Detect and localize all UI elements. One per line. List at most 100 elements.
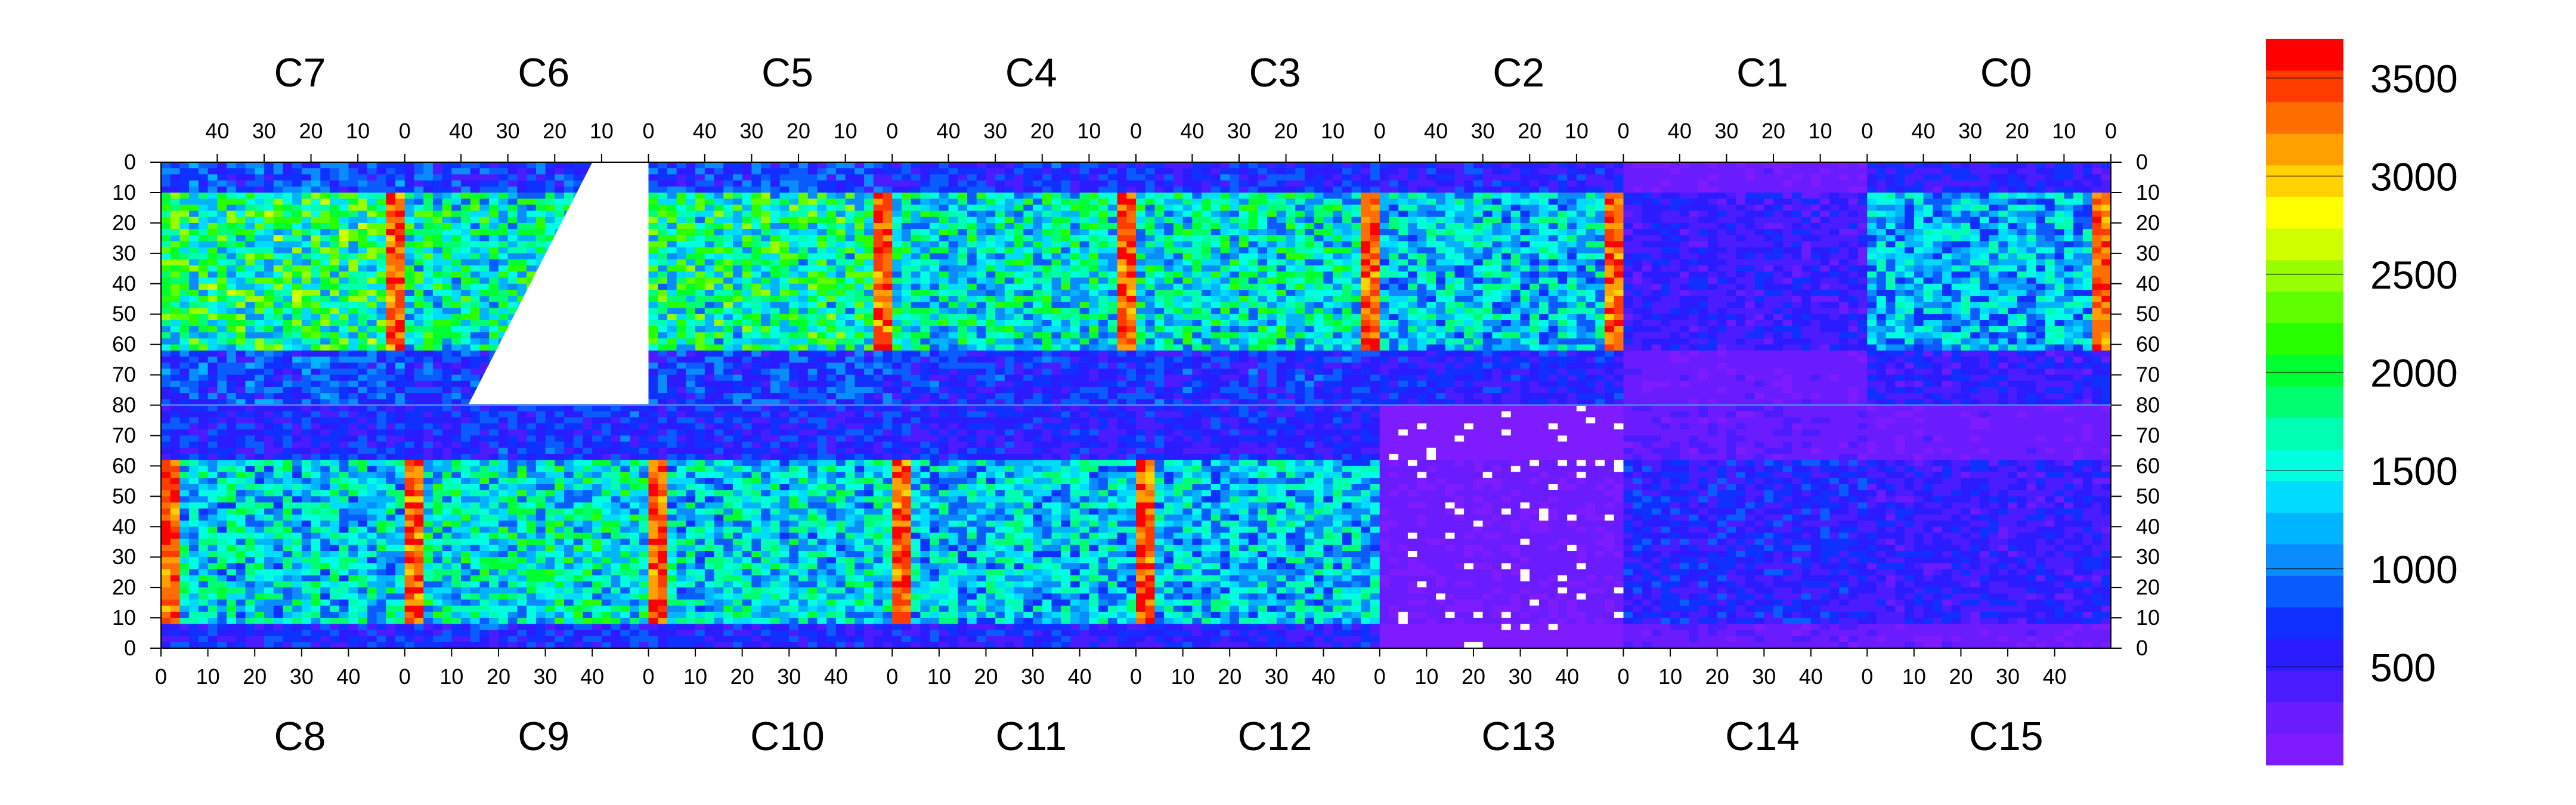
heatmap-cell <box>742 308 752 314</box>
heatmap-cell <box>1192 187 1202 193</box>
heatmap-cell <box>1408 187 1417 193</box>
heatmap-cell <box>283 387 292 393</box>
heatmap-cell <box>1305 162 1314 168</box>
heatmap-cell <box>1295 174 1305 180</box>
heatmap-cell <box>649 302 658 308</box>
heatmap-cell <box>367 205 377 210</box>
heatmap-cell <box>189 351 199 357</box>
heatmap-cell <box>1061 193 1070 199</box>
heatmap-cell <box>1154 247 1164 253</box>
heatmap-cell <box>386 351 395 357</box>
heatmap-cell <box>274 326 283 332</box>
heatmap-cell <box>958 290 967 296</box>
heatmap-cell <box>826 320 836 326</box>
heatmap-cell <box>1145 168 1155 174</box>
heatmap-cell <box>742 162 752 168</box>
heatmap-cell <box>733 284 742 290</box>
heatmap-cell <box>705 393 714 399</box>
heatmap-cell <box>1408 181 1417 187</box>
heatmap-cell <box>423 181 433 187</box>
heatmap-cell <box>892 387 902 393</box>
heatmap-cell <box>949 308 958 314</box>
heatmap-cell <box>227 387 236 393</box>
heatmap-cell <box>358 193 367 199</box>
heatmap-cell <box>508 265 518 271</box>
heatmap-cell <box>986 357 995 363</box>
heatmap-cell <box>1361 265 1370 271</box>
heatmap-cell <box>667 199 677 205</box>
heatmap-cell <box>658 326 667 332</box>
heatmap-cell <box>1342 193 1352 199</box>
heatmap-cell <box>695 332 705 338</box>
heatmap-cell <box>902 193 911 199</box>
heatmap-cell <box>958 314 967 320</box>
heatmap-cell <box>705 247 714 253</box>
heatmap-cell <box>292 278 302 284</box>
heatmap-cell <box>1220 229 1230 235</box>
heatmap-cell <box>508 259 518 265</box>
heatmap-cell <box>1164 265 1174 271</box>
heatmap-cell <box>161 345 171 351</box>
heatmap-cell <box>846 211 855 217</box>
heatmap-cell <box>171 193 180 199</box>
heatmap-cell <box>1314 168 1324 174</box>
heatmap-cell <box>546 181 555 187</box>
heatmap-cell <box>1220 351 1230 357</box>
heatmap-cell <box>1305 387 1314 393</box>
heatmap-cell <box>405 314 414 320</box>
heatmap-cell <box>1174 381 1183 387</box>
heatmap-cell <box>292 363 302 369</box>
heatmap-cell <box>883 302 893 308</box>
heatmap-cell <box>930 326 939 332</box>
heatmap-cell <box>798 235 808 241</box>
heatmap-cell <box>1033 193 1042 199</box>
heatmap-cell <box>1164 259 1174 265</box>
heatmap-cell <box>1352 375 1361 381</box>
heatmap-cell <box>339 381 349 387</box>
heatmap-cell <box>217 357 227 363</box>
heatmap-cell <box>508 217 518 223</box>
heatmap-cell <box>1098 320 1108 326</box>
heatmap-cell <box>836 320 846 326</box>
heatmap-cell <box>189 168 199 174</box>
heatmap-cell <box>433 278 442 284</box>
heatmap-cell <box>283 259 292 265</box>
heatmap-cell <box>480 247 490 253</box>
heatmap-cell <box>723 308 733 314</box>
heatmap-cell <box>274 381 283 387</box>
heatmap-cell <box>949 284 958 290</box>
heatmap-cell <box>508 223 518 229</box>
heatmap-cell <box>705 357 714 363</box>
heatmap-cell <box>1230 345 1239 351</box>
heatmap-cell <box>770 162 780 168</box>
heatmap-cell <box>367 253 377 259</box>
heatmap-cell <box>245 345 255 351</box>
heatmap-cell <box>995 278 1005 284</box>
heatmap-cell <box>1370 217 1380 223</box>
heatmap-cell <box>733 375 742 381</box>
heatmap-cell <box>826 253 836 259</box>
heatmap-cell <box>499 181 508 187</box>
heatmap-cell <box>217 241 227 247</box>
heatmap-cell <box>892 369 902 374</box>
heatmap-cell <box>227 320 236 326</box>
heatmap-cell <box>236 235 246 241</box>
heatmap-cell <box>358 284 367 290</box>
heatmap-cell <box>339 290 349 296</box>
heatmap-cell <box>508 162 518 168</box>
heatmap-cell <box>1352 265 1361 271</box>
heatmap-cell <box>874 338 883 344</box>
heatmap-cell <box>714 211 724 217</box>
heatmap-cell <box>1267 217 1277 223</box>
heatmap-cell <box>161 168 171 174</box>
heatmap-cell <box>1154 326 1164 332</box>
heatmap-cell <box>1117 314 1127 320</box>
heatmap-cell <box>367 338 377 344</box>
heatmap-cell <box>705 363 714 369</box>
heatmap-cell <box>902 187 911 193</box>
heatmap-cell <box>1249 357 1258 363</box>
heatmap-cell <box>405 253 414 259</box>
heatmap-cell <box>255 205 264 210</box>
heatmap-cell <box>770 296 780 302</box>
heatmap-cell <box>939 187 949 193</box>
